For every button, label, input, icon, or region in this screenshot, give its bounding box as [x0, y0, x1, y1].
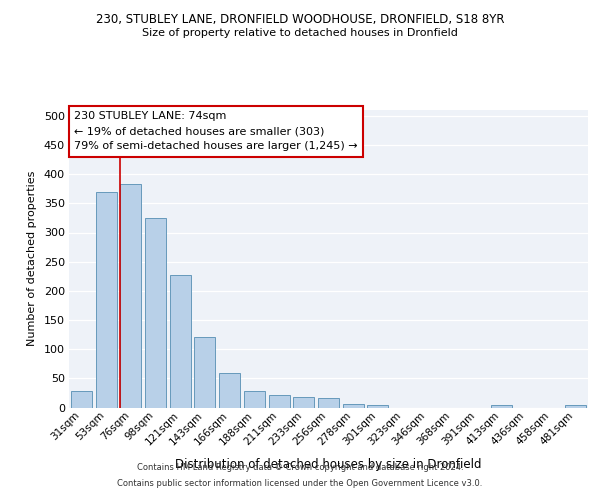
Bar: [95, 192, 116, 408]
Text: 230, STUBLEY LANE, DRONFIELD WOODHOUSE, DRONFIELD, S18 8YR: 230, STUBLEY LANE, DRONFIELD WOODHOUSE, …: [96, 12, 504, 26]
Text: Contains HM Land Registry data © Crown copyright and database right 2024.: Contains HM Land Registry data © Crown c…: [137, 464, 463, 472]
Bar: [293, 397, 314, 407]
Bar: [244, 391, 265, 407]
Bar: [269, 394, 290, 407]
Bar: [367, 404, 388, 407]
Bar: [145, 218, 166, 408]
Bar: [565, 404, 586, 407]
Bar: [219, 373, 240, 408]
Bar: [491, 404, 512, 407]
Text: Contains public sector information licensed under the Open Government Licence v3: Contains public sector information licen…: [118, 478, 482, 488]
Bar: [71, 391, 92, 407]
X-axis label: Distribution of detached houses by size in Dronfield: Distribution of detached houses by size …: [175, 458, 482, 471]
Bar: [318, 398, 339, 407]
Bar: [120, 184, 141, 408]
Bar: [343, 404, 364, 407]
Bar: [194, 337, 215, 407]
Text: 230 STUBLEY LANE: 74sqm
← 19% of detached houses are smaller (303)
79% of semi-d: 230 STUBLEY LANE: 74sqm ← 19% of detache…: [74, 112, 358, 151]
Y-axis label: Number of detached properties: Number of detached properties: [27, 171, 37, 346]
Text: Size of property relative to detached houses in Dronfield: Size of property relative to detached ho…: [142, 28, 458, 38]
Bar: [170, 275, 191, 407]
